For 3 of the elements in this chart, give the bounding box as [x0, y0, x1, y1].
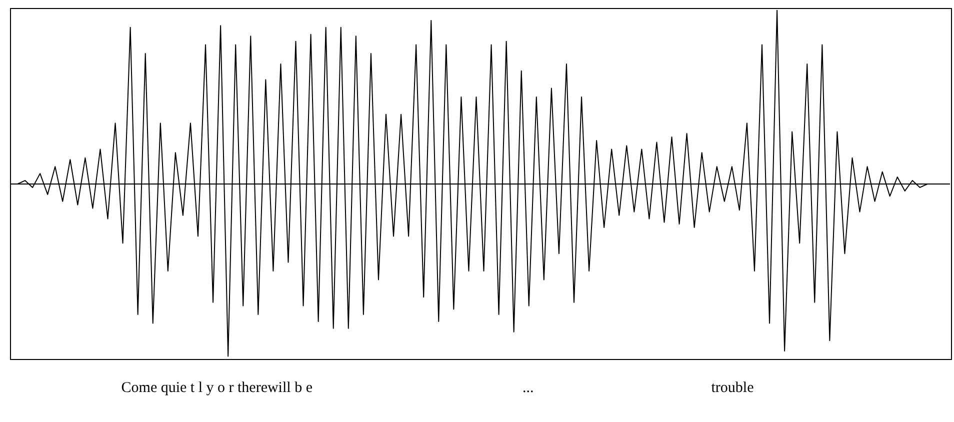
- text: Come quie t l y o r therewill b e: [121, 380, 312, 397]
- text: ...: [522, 380, 534, 397]
- text: trouble: [711, 380, 754, 397]
